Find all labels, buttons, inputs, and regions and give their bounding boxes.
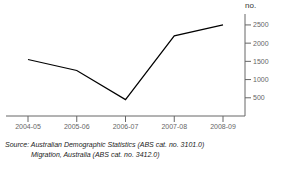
html-text:Source: Australian Demographic: Source: Australian Demographic Statistic… xyxy=(5,141,205,148)
svg-text:2006-07: 2006-07 xyxy=(113,123,139,130)
svg-text:2004-05: 2004-05 xyxy=(15,123,41,130)
html-text:Migration, Australia (ABS cat.: Migration, Australia (ABS cat. no. 3412.… xyxy=(31,151,160,158)
svg-text:1500: 1500 xyxy=(253,58,269,65)
svg-text:500: 500 xyxy=(253,94,265,101)
svg-text:1000: 1000 xyxy=(253,76,269,83)
svg-text:2000: 2000 xyxy=(253,40,269,47)
svg-text:2500: 2500 xyxy=(253,21,269,28)
html-text:no.: no. xyxy=(245,1,257,10)
svg-text:2005-06: 2005-06 xyxy=(64,123,90,130)
svg-text:2008-09: 2008-09 xyxy=(210,123,236,130)
svg-text:2007-08: 2007-08 xyxy=(161,123,187,130)
